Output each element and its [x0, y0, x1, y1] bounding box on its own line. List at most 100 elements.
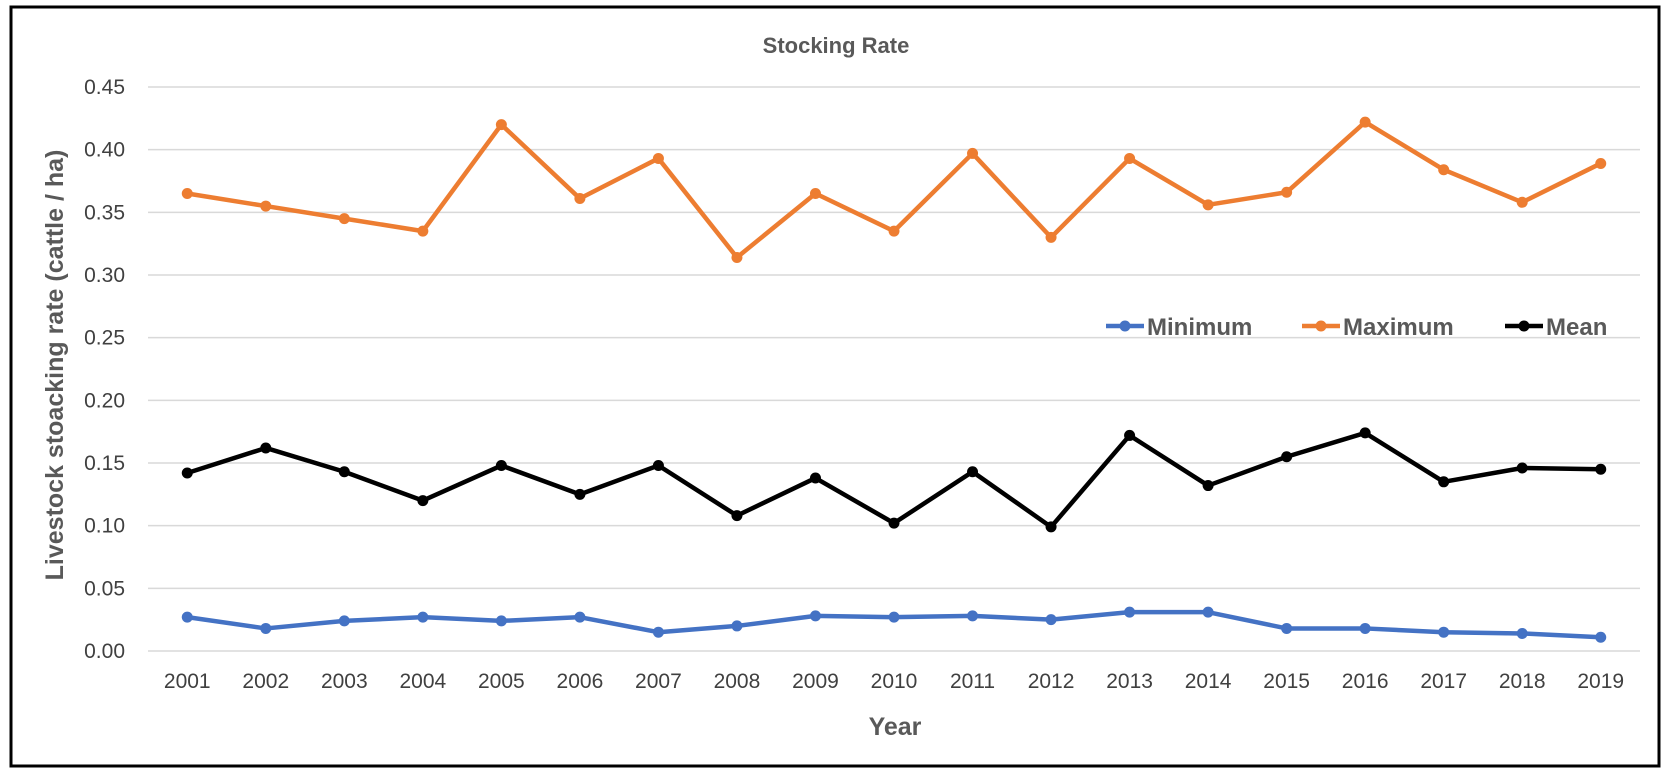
data-point-mean — [1359, 427, 1371, 439]
data-point-minimum — [809, 610, 821, 622]
data-point-mean — [1595, 463, 1607, 475]
data-point-mean — [181, 467, 193, 479]
data-point-mean — [888, 517, 900, 529]
data-point-mean — [809, 472, 821, 484]
legend: Minimum Maximum Mean — [1106, 314, 1607, 341]
data-point-minimum — [652, 626, 664, 638]
data-point-maximum — [967, 147, 979, 159]
y-tick-label: 0.10 — [84, 515, 125, 538]
y-tick-label: 0.25 — [84, 327, 125, 350]
x-tick-label: 2015 — [1263, 670, 1310, 693]
x-tick-label: 2009 — [792, 670, 839, 693]
x-tick-label: 2004 — [399, 670, 446, 693]
x-tick-label: 2002 — [242, 670, 289, 693]
legend-label-maximum: Maximum — [1343, 314, 1454, 341]
y-tick-label: 0.35 — [84, 201, 125, 224]
x-axis-ticks: 2001 2002 2003 2004 2005 2006 2007 2008 2009 2010… — [164, 670, 1624, 693]
data-point-mean — [967, 466, 979, 478]
data-point-minimum — [338, 615, 350, 627]
gridlines — [148, 86, 1640, 652]
y-tick-label: 0.15 — [84, 452, 125, 475]
data-point-mean — [1438, 476, 1450, 488]
x-tick-label: 2013 — [1106, 670, 1153, 693]
y-tick-label: 0.45 — [84, 76, 125, 99]
legend-label-minimum: Minimum — [1147, 314, 1252, 341]
data-point-maximum — [260, 200, 272, 212]
data-point-mean — [260, 442, 272, 454]
data-point-maximum — [1516, 196, 1528, 208]
data-point-minimum — [1124, 606, 1136, 618]
x-tick-label: 2012 — [1028, 670, 1075, 693]
y-tick-label: 0.00 — [84, 640, 125, 663]
x-tick-label: 2003 — [321, 670, 368, 693]
data-point-maximum — [495, 119, 507, 131]
data-point-maximum — [809, 188, 821, 200]
data-point-minimum — [181, 611, 193, 623]
data-point-minimum — [1202, 606, 1214, 618]
data-point-minimum — [260, 622, 272, 634]
data-point-maximum — [1359, 116, 1371, 128]
series-mean — [181, 427, 1607, 533]
x-tick-label: 2005 — [478, 670, 525, 693]
data-point-minimum — [1595, 631, 1607, 643]
data-point-maximum — [652, 152, 664, 164]
y-tick-label: 0.20 — [84, 389, 125, 412]
data-point-maximum — [1595, 157, 1607, 169]
x-tick-label: 2016 — [1342, 670, 1389, 693]
data-point-mean — [1124, 429, 1136, 441]
x-tick-label: 2001 — [164, 670, 211, 693]
data-point-maximum — [888, 225, 900, 237]
data-point-minimum — [731, 620, 743, 632]
data-point-mean — [338, 466, 350, 478]
data-point-minimum — [888, 611, 900, 623]
x-tick-label: 2019 — [1577, 670, 1624, 693]
data-point-maximum — [1202, 199, 1214, 211]
legend-item-maximum: Maximum — [1302, 314, 1454, 341]
data-point-mean — [1516, 462, 1528, 474]
data-point-maximum — [417, 225, 429, 237]
y-axis-title: Livestock stoacking rate (cattle / ha) — [41, 150, 69, 581]
x-tick-label: 2008 — [714, 670, 761, 693]
legend-marker-minimum — [1119, 320, 1131, 332]
data-point-mean — [1281, 451, 1293, 463]
x-tick-label: 2018 — [1499, 670, 1546, 693]
series-group — [181, 116, 1607, 643]
data-point-mean — [1202, 480, 1214, 492]
data-point-maximum — [1438, 164, 1450, 176]
y-tick-label: 0.30 — [84, 264, 125, 287]
data-point-maximum — [731, 251, 743, 263]
data-point-maximum — [1045, 231, 1057, 243]
y-tick-label: 0.40 — [84, 139, 125, 162]
data-point-minimum — [1281, 622, 1293, 634]
legend-marker-mean — [1518, 320, 1530, 332]
data-point-maximum — [181, 188, 193, 200]
data-point-minimum — [1516, 627, 1528, 639]
x-tick-label: 2011 — [950, 670, 995, 693]
series-minimum — [181, 606, 1607, 643]
legend-item-minimum: Minimum — [1106, 314, 1252, 341]
x-axis-title: Year — [869, 713, 922, 741]
data-point-minimum — [574, 611, 586, 623]
series-maximum — [181, 116, 1607, 263]
data-point-minimum — [1359, 622, 1371, 634]
data-point-maximum — [1124, 152, 1136, 164]
data-point-mean — [417, 495, 429, 507]
data-point-minimum — [967, 610, 979, 622]
data-point-minimum — [417, 611, 429, 623]
data-point-mean — [652, 460, 664, 472]
data-point-maximum — [1281, 186, 1293, 198]
data-point-maximum — [338, 213, 350, 225]
data-point-mean — [1045, 521, 1057, 533]
data-point-mean — [574, 488, 586, 500]
data-point-minimum — [1045, 614, 1057, 626]
x-tick-label: 2014 — [1185, 670, 1232, 693]
data-point-maximum — [574, 193, 586, 205]
data-point-minimum — [1438, 626, 1450, 638]
chart-border — [9, 5, 1661, 768]
legend-marker-maximum — [1315, 320, 1327, 332]
y-axis-ticks: 0.00 0.05 0.10 0.15 0.20 0.25 0.30 0.35 0.40 0.45 — [84, 76, 125, 663]
legend-item-mean: Mean — [1505, 314, 1607, 341]
x-tick-label: 2006 — [557, 670, 604, 693]
